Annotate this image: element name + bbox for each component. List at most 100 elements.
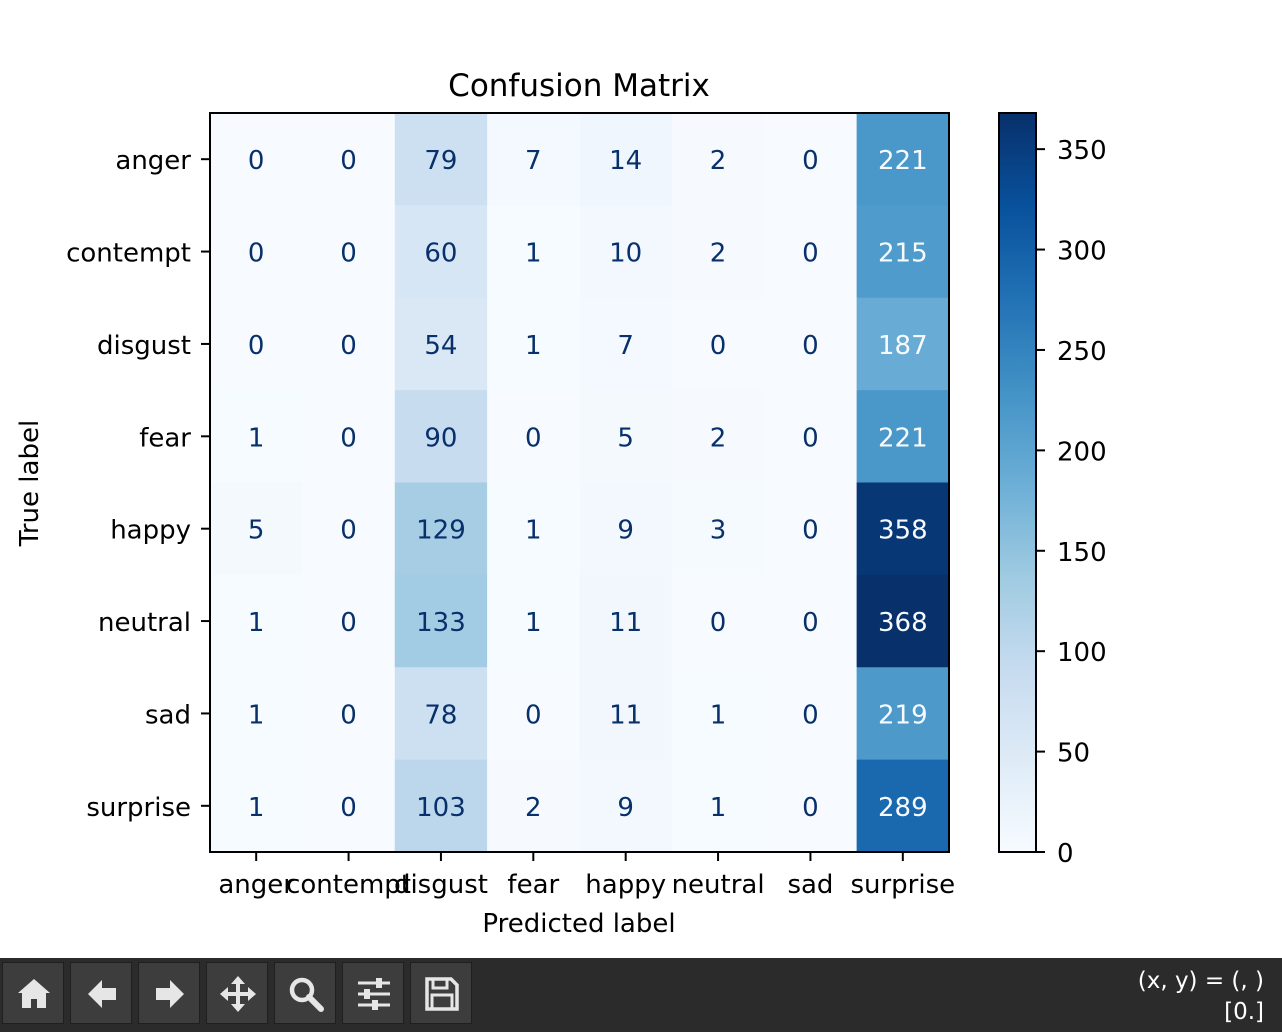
x-tick-label: contempt xyxy=(286,870,411,900)
heatmap-cell xyxy=(671,759,765,853)
navigation-toolbar: (x, y) = (, ) [0.] xyxy=(0,958,1282,1032)
home-button[interactable] xyxy=(2,962,64,1024)
x-tick-label: sad xyxy=(787,870,833,900)
heatmap-cell xyxy=(856,205,950,299)
forward-button[interactable] xyxy=(138,962,200,1024)
y-tick-label: sad xyxy=(145,700,191,730)
cell-value: 103 xyxy=(416,793,466,823)
cell-value: 0 xyxy=(525,423,542,453)
cell-value: 5 xyxy=(617,423,634,453)
heatmap-cell xyxy=(394,205,488,299)
cell-value: 54 xyxy=(424,331,457,361)
cell-value: 0 xyxy=(525,700,542,730)
y-tick-label: surprise xyxy=(86,793,191,823)
heatmap-cell xyxy=(856,113,950,206)
y-tick-label: happy xyxy=(110,516,191,546)
heatmap-cell xyxy=(302,759,396,853)
heatmap-cell xyxy=(856,390,950,483)
plot-frame xyxy=(209,112,950,853)
cell-value: 9 xyxy=(617,793,634,823)
cell-value: 368 xyxy=(878,608,928,638)
heatmap-cell xyxy=(487,390,580,483)
cell-value: 1 xyxy=(248,423,265,453)
cell-value: 0 xyxy=(340,146,357,176)
back-button[interactable] xyxy=(70,962,132,1024)
y-tick-label: anger xyxy=(115,146,191,176)
heatmap-cell xyxy=(394,390,488,483)
heatmap-cell xyxy=(764,205,858,299)
heatmap-cell xyxy=(394,759,488,853)
x-tick-label: happy xyxy=(585,870,666,900)
y-tick-label: contempt xyxy=(66,239,191,269)
cell-value: 0 xyxy=(802,700,819,730)
cell-value: 289 xyxy=(878,793,928,823)
heatmap-cell xyxy=(302,205,396,299)
heatmap-cell xyxy=(579,390,673,483)
heatmap-cell xyxy=(394,113,488,206)
colorbar-tick-label: 350 xyxy=(1057,136,1107,166)
cell-value: 0 xyxy=(802,793,819,823)
heatmap-cell xyxy=(302,482,396,576)
heatmap-cell xyxy=(487,759,580,853)
pan-button[interactable] xyxy=(206,962,268,1024)
cell-value: 0 xyxy=(248,331,265,361)
cell-value: 221 xyxy=(878,423,928,453)
cell-value: 0 xyxy=(802,239,819,269)
y-axis-ticks: anger contempt disgust fear happy neutral sad s… xyxy=(66,146,210,823)
heatmap-cell xyxy=(671,113,765,206)
colorbar-tick-label: 150 xyxy=(1057,538,1107,568)
heatmap-cell xyxy=(210,667,303,761)
heatmap-cell xyxy=(210,390,303,483)
heatmap-cell xyxy=(764,759,858,853)
cell-value: 3 xyxy=(710,516,727,546)
cell-value: 0 xyxy=(802,146,819,176)
cell-value: 133 xyxy=(416,608,466,638)
cell-value: 0 xyxy=(340,423,357,453)
heatmap-cell xyxy=(579,113,673,206)
cell-value: 0 xyxy=(340,608,357,638)
cell-value: 11 xyxy=(609,608,642,638)
cell-value: 1 xyxy=(525,239,542,269)
cell-value: 187 xyxy=(878,331,928,361)
cell-value: 5 xyxy=(248,516,265,546)
sliders-icon xyxy=(358,978,390,1010)
zoom-button[interactable] xyxy=(274,962,336,1024)
cell-value: 2 xyxy=(710,146,727,176)
configure-subplots-button[interactable] xyxy=(342,962,404,1024)
cell-value: 1 xyxy=(248,608,265,638)
cell-value: 10 xyxy=(609,239,642,269)
heatmap-cell xyxy=(764,297,858,391)
heatmap-cells xyxy=(210,113,950,853)
cell-value: 2 xyxy=(710,239,727,269)
colorbar-ticks: 0 50 100 150 200 250 300 350 xyxy=(1036,136,1107,869)
heatmap-cell xyxy=(394,297,488,391)
cell-value: 7 xyxy=(525,146,542,176)
heatmap-cell xyxy=(302,667,396,761)
cell-value: 221 xyxy=(878,146,928,176)
heatmap-cell xyxy=(856,482,950,576)
coordinate-text: (x, y) = (, ) xyxy=(1137,968,1264,994)
cell-value: 0 xyxy=(340,516,357,546)
save-button[interactable] xyxy=(410,962,472,1024)
heatmap-cell xyxy=(579,759,673,853)
cell-value: 11 xyxy=(609,700,642,730)
y-axis-label: True label xyxy=(15,420,45,547)
x-tick-label: disgust xyxy=(394,870,488,900)
heatmap-cell xyxy=(671,390,765,483)
floppy-disk-icon xyxy=(425,977,459,1011)
cell-value: 0 xyxy=(710,331,727,361)
cell-value: 129 xyxy=(416,516,466,546)
heatmap-cell xyxy=(210,205,303,299)
cell-value: 1 xyxy=(525,331,542,361)
heatmap-cell xyxy=(487,482,580,576)
heatmap-cell xyxy=(856,297,950,391)
figure-canvas[interactable]: Confusion Matrix 0 0 79 7 14 2 0 221 0 0 60 1 10 2 0 21… xyxy=(0,0,1282,958)
heatmap-cell xyxy=(671,667,765,761)
heatmap-cell xyxy=(210,759,303,853)
cell-value: 78 xyxy=(424,700,457,730)
heatmap-cell xyxy=(487,205,580,299)
cell-value: 219 xyxy=(878,700,928,730)
heatmap-cell xyxy=(579,205,673,299)
